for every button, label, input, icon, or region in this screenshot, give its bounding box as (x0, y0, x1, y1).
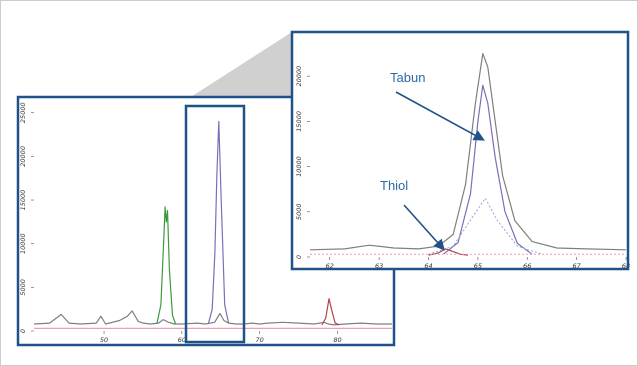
inset-x-tick-label: 63 (375, 262, 383, 270)
full-series-red (321, 298, 340, 326)
full-y-tick-label: 10000 (19, 233, 27, 254)
inset-x-tick-label: 66 (523, 262, 531, 270)
inset-y-tick-label: 20000 (295, 66, 303, 87)
inset-series-blue-dotted (428, 197, 543, 255)
annotation-label-tabun: Tabun (390, 70, 425, 85)
inset-x-tick-label: 65 (474, 262, 482, 270)
annotation-arrow-tabun (395, 91, 485, 141)
inset-x-tick-label: 68 (622, 262, 630, 270)
annotation-label-thiol: Thiol (380, 178, 408, 193)
full-chart-x-ticks: 50 60 70 80 (100, 331, 342, 344)
full-series-green (156, 206, 177, 325)
full-x-tick-label: 70 (256, 336, 264, 344)
full-x-tick-label: 50 (100, 336, 108, 344)
full-series-purple (207, 120, 230, 325)
inset-series-purple (442, 84, 533, 255)
inset-frame (290, 30, 630, 271)
inset-background (292, 32, 628, 269)
full-x-tick-label: 60 (178, 336, 186, 344)
inset-y-ticks: 0 5000 10000 15000 20000 (295, 66, 310, 259)
inset-x-tick-label: 67 (572, 262, 581, 270)
full-chart-plot (33, 120, 392, 329)
zoom-window-box (184, 104, 246, 344)
inset-y-tick-label: 0 (295, 255, 303, 259)
inset-y-tick-label: 15000 (295, 111, 303, 132)
full-x-tick-label: 80 (333, 336, 341, 344)
inset-y-tick-label: 5000 (295, 204, 303, 221)
full-y-tick-label: 5000 (19, 279, 27, 296)
inset-plot (309, 53, 627, 256)
full-y-tick-label: 20000 (19, 146, 27, 167)
zoomed-inset-panel: 62 63 64 65 66 67 68 0 5000 10000 15000 20000 Tabu… (290, 30, 630, 271)
annotation-arrow-thiol (403, 204, 445, 251)
inset-x-ticks: 62 63 64 65 66 67 68 (326, 257, 630, 270)
full-y-tick-label: 0 (19, 329, 27, 333)
full-y-tick-label: 15000 (19, 190, 27, 211)
inset-series-red (428, 248, 469, 256)
inset-annotations: Tabun Thiol (380, 70, 485, 251)
inset-series-gray (309, 53, 627, 251)
full-y-tick-label: 25000 (19, 102, 27, 123)
inset-y-tick-label: 10000 (295, 156, 303, 177)
inset-x-tick-label: 62 (326, 262, 334, 270)
full-series-gray (33, 310, 392, 326)
full-chart-y-ticks: 0 5000 10000 15000 20000 25000 (19, 102, 34, 333)
inset-x-tick-label: 64 (424, 262, 432, 270)
